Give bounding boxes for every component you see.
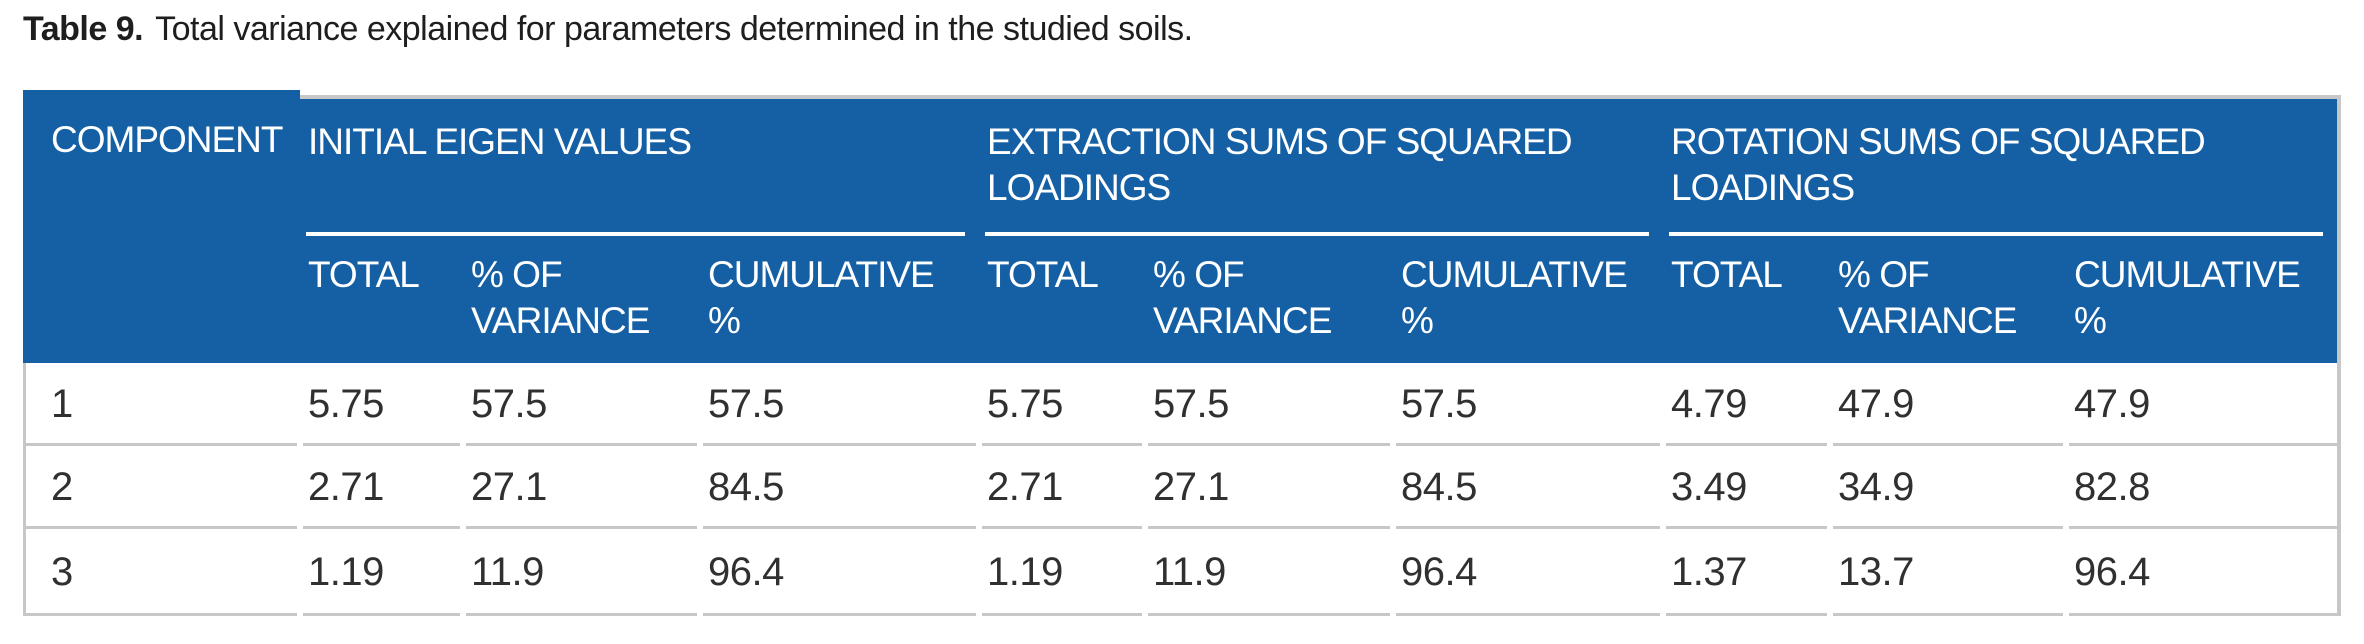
header-group-initial-eigen-values: INITIAL EIGEN VALUES <box>300 95 980 236</box>
subheader-total: TOTAL <box>979 236 1146 363</box>
subheader-line1: CUMULATIVE <box>2074 254 2301 295</box>
cell-value: 84.5 <box>700 446 980 529</box>
group-header-line2: LOADINGS <box>1671 167 1855 208</box>
cell-value: 11.9 <box>1145 529 1394 616</box>
cell-value: 82.8 <box>2066 446 2342 529</box>
cell-value: 5.75 <box>300 363 463 446</box>
cell-component: 2 <box>23 446 300 529</box>
subheader-line1: CUMULATIVE <box>708 254 935 295</box>
cell-value: 1.19 <box>979 529 1146 616</box>
subheader-total: TOTAL <box>300 236 463 363</box>
group-header-line2: LOADINGS <box>987 167 1171 208</box>
table-body: 1 5.75 57.5 57.5 5.75 57.5 57.5 4.79 47.… <box>23 363 2342 616</box>
cell-value: 27.1 <box>1145 446 1394 529</box>
subheader-line2: VARIANCE <box>1838 300 2017 341</box>
cell-value: 34.9 <box>1830 446 2067 529</box>
group-header-row: COMPONENT INITIAL EIGEN VALUES EXTRACTIO… <box>23 90 2342 363</box>
subheader-line2: VARIANCE <box>471 300 650 341</box>
cell-value: 57.5 <box>1145 363 1394 446</box>
subheader-line1: TOTAL <box>308 254 420 295</box>
cell-value: 57.5 <box>463 363 700 446</box>
table-caption-text: Total variance explained for parameters … <box>155 10 1193 48</box>
cell-component: 1 <box>23 363 300 446</box>
cell-value: 96.4 <box>2066 529 2342 616</box>
subheader-cumulative-pct: CUMULATIVE % <box>2066 236 2342 363</box>
cell-value: 13.7 <box>1830 529 2067 616</box>
cell-value: 47.9 <box>2066 363 2342 446</box>
subheader-line2: % <box>708 300 741 341</box>
table-header: COMPONENT INITIAL EIGEN VALUES EXTRACTIO… <box>23 90 2342 363</box>
cell-value: 27.1 <box>463 446 700 529</box>
group-header-line1: ROTATION SUMS OF SQUARED <box>1671 121 2206 162</box>
cell-value: 4.79 <box>1663 363 1831 446</box>
cell-value: 1.19 <box>300 529 463 616</box>
cell-component: 3 <box>23 529 300 616</box>
subheader-line1: % OF <box>471 254 563 295</box>
subheader-line1: % OF <box>1153 254 1245 295</box>
cell-value: 2.71 <box>300 446 463 529</box>
group-header-line1: EXTRACTION SUMS OF SQUARED <box>987 121 1573 162</box>
subheader-total: TOTAL <box>1663 236 1831 363</box>
subheader-pct-variance: % OF VARIANCE <box>463 236 700 363</box>
subheader-row: TOTAL % OF VARIANCE CUMULATIVE % TOTAL %… <box>23 236 2342 363</box>
cell-value: 96.4 <box>1393 529 1664 616</box>
header-group-extraction-sums: EXTRACTION SUMS OF SQUARED LOADINGS <box>979 95 1664 236</box>
subheader-cumulative-pct: CUMULATIVE % <box>1393 236 1664 363</box>
subheader-line1: % OF <box>1838 254 1930 295</box>
cell-value: 11.9 <box>463 529 700 616</box>
subheader-line2: % <box>2074 300 2107 341</box>
cell-value: 96.4 <box>700 529 980 616</box>
table-row: 2 2.71 27.1 84.5 2.71 27.1 84.5 3.49 34.… <box>23 446 2342 529</box>
cell-value: 2.71 <box>979 446 1146 529</box>
cell-value: 1.37 <box>1663 529 1831 616</box>
subheader-pct-variance: % OF VARIANCE <box>1830 236 2067 363</box>
subheader-line1: TOTAL <box>1671 254 1783 295</box>
cell-value: 5.75 <box>979 363 1146 446</box>
table-row: 3 1.19 11.9 96.4 1.19 11.9 96.4 1.37 13.… <box>23 529 2342 616</box>
header-group-rotation-sums: ROTATION SUMS OF SQUARED LOADINGS <box>1663 95 2342 236</box>
subheader-pct-variance: % OF VARIANCE <box>1145 236 1394 363</box>
table-caption: Table 9. Total variance explained for par… <box>23 10 1193 49</box>
cell-value: 3.49 <box>1663 446 1831 529</box>
subheader-line2: VARIANCE <box>1153 300 1332 341</box>
group-header-line1: INITIAL EIGEN VALUES <box>308 121 692 162</box>
cell-value: 57.5 <box>700 363 980 446</box>
header-component: COMPONENT <box>23 90 300 363</box>
subheader-line1: CUMULATIVE <box>1401 254 1628 295</box>
subheader-line1: TOTAL <box>987 254 1099 295</box>
table-row: 1 5.75 57.5 57.5 5.75 57.5 57.5 4.79 47.… <box>23 363 2342 446</box>
cell-value: 47.9 <box>1830 363 2067 446</box>
cell-value: 84.5 <box>1393 446 1664 529</box>
subheader-cumulative-pct: CUMULATIVE % <box>700 236 980 363</box>
cell-value: 57.5 <box>1393 363 1664 446</box>
subheader-line2: % <box>1401 300 1434 341</box>
table-caption-label: Table 9. <box>23 10 144 48</box>
total-variance-table: COMPONENT INITIAL EIGEN VALUES EXTRACTIO… <box>23 90 2342 616</box>
